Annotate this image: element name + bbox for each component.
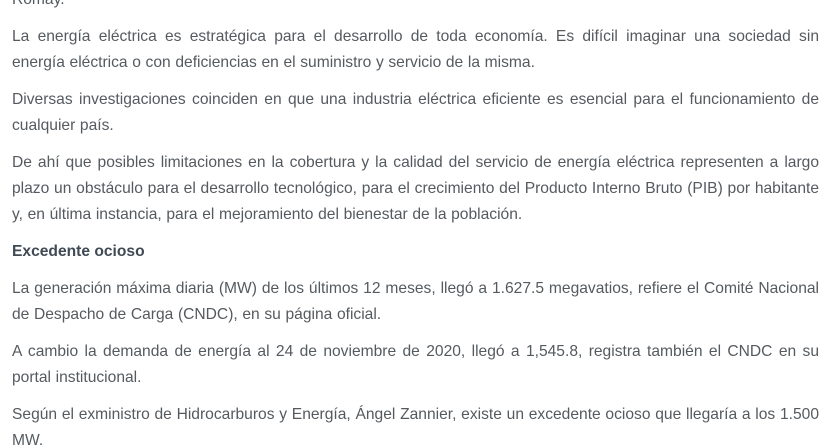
article-paragraph: La energía eléctrica es estratégica para… [12, 28, 819, 71]
article-paragraph: De ahí que posibles limitaciones en la c… [12, 154, 819, 223]
article-paragraph: La generación máxima diaria (MW) de los … [12, 280, 819, 323]
article-paragraph: Diversas investigaciones coinciden en qu… [12, 91, 819, 134]
article-paragraph-clipped-bottom: Según el exministro de Hidrocarburos y E… [12, 406, 819, 445]
section-heading-excedente-ocioso: Excedente ocioso [12, 243, 145, 260]
article-paragraph: A cambio la demanda de energía al 24 de … [12, 343, 819, 386]
article-body: Romay. La energía eléctrica es estratégi… [12, 0, 819, 445]
article-paragraph-clipped-top: Romay. [12, 0, 819, 13]
